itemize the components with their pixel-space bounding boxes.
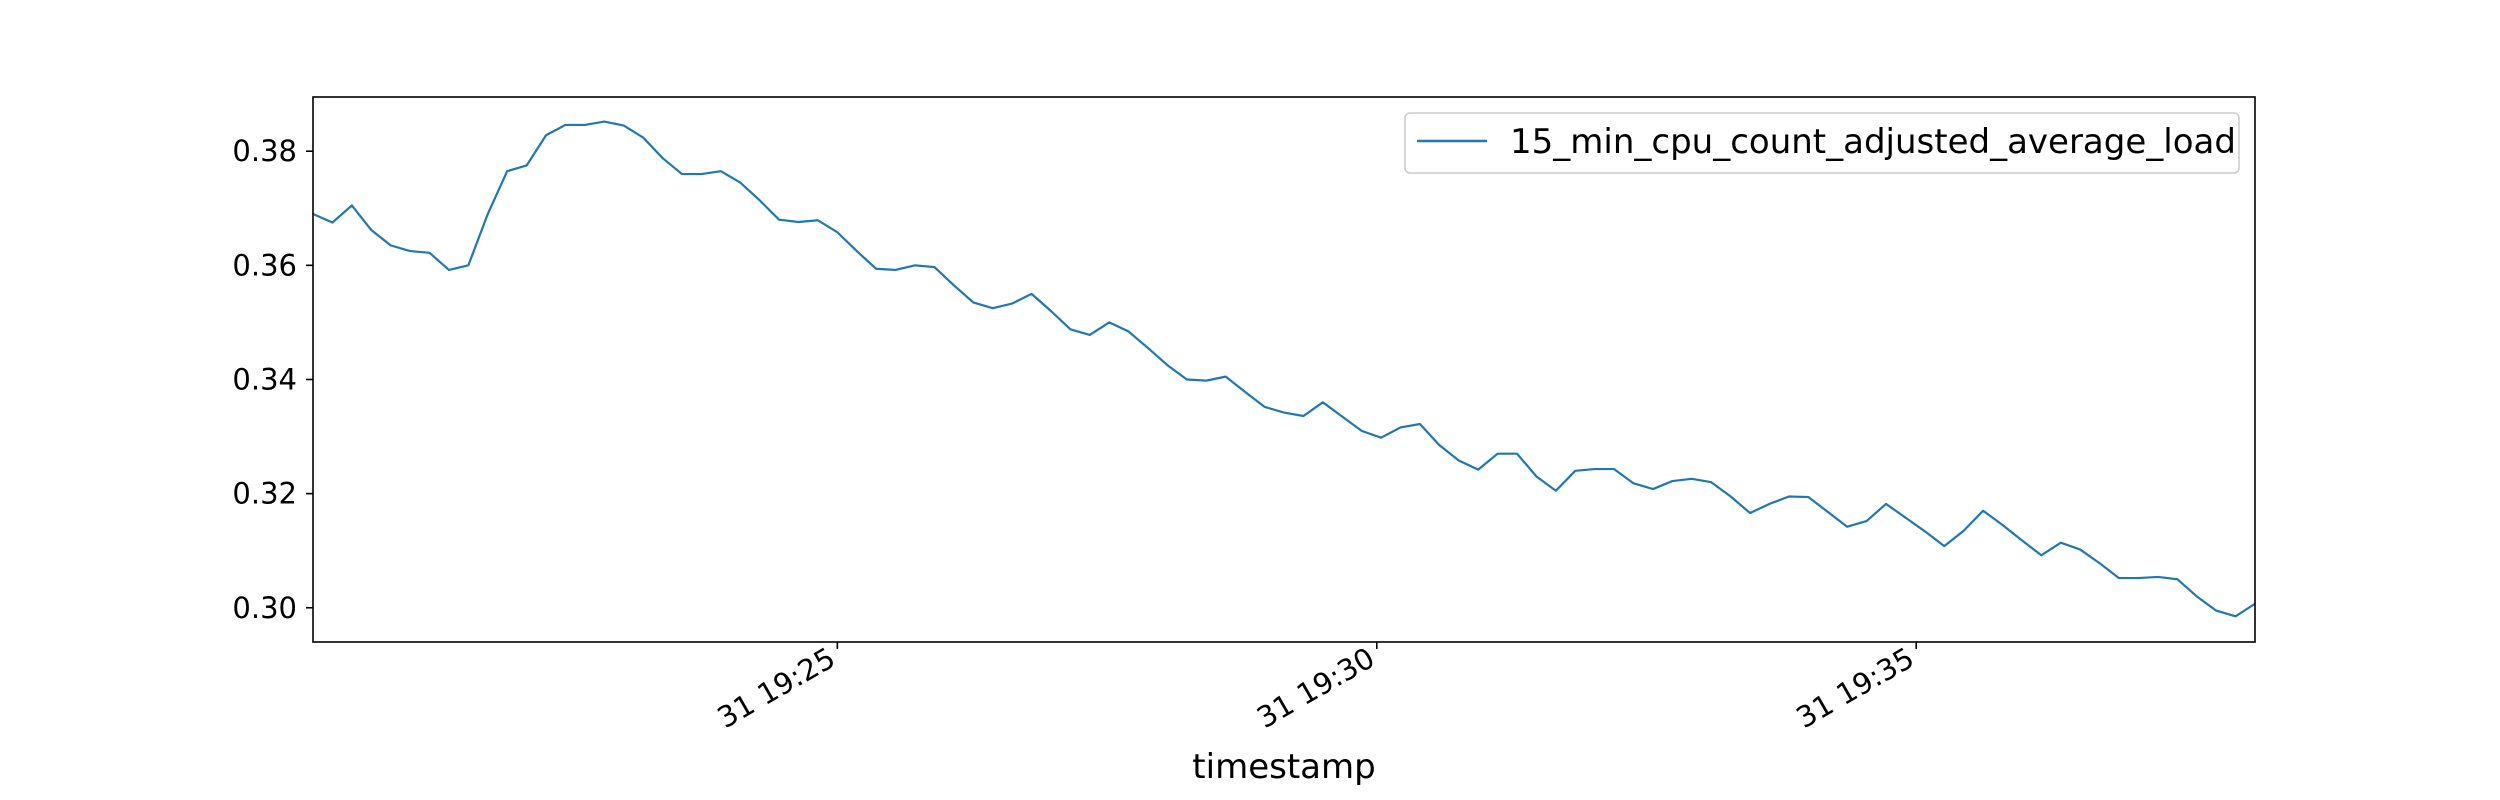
x-tick-label: 31 19:30 — [1251, 641, 1380, 735]
y-tick-label: 0.38 — [232, 134, 297, 168]
legend: 15_min_cpu_count_adjusted_average_load — [1404, 112, 2240, 174]
legend-box — [1404, 112, 2240, 174]
x-axis-ticks: 31 19:25 31 19:30 31 19:35 — [712, 641, 1920, 735]
y-tick-label: 0.30 — [232, 591, 297, 625]
series-line-0 — [312, 120, 2256, 618]
plot-frame — [312, 96, 2256, 643]
y-tick-label: 0.36 — [232, 248, 297, 282]
legend-entry-label: 15_min_cpu_count_adjusted_average_load — [1510, 122, 2236, 162]
x-axis-label: timestamp — [1192, 747, 1375, 787]
y-tick-label: 0.34 — [232, 362, 297, 396]
x-tick-label: 31 19:25 — [712, 641, 841, 735]
y-axis-ticks: 0.30 0.32 0.34 0.36 0.38 — [232, 134, 313, 625]
y-tick-label: 0.32 — [232, 477, 297, 511]
plot-background — [313, 97, 2255, 642]
x-tick-label: 31 19:35 — [1790, 641, 1919, 735]
series-lines — [312, 120, 2256, 618]
